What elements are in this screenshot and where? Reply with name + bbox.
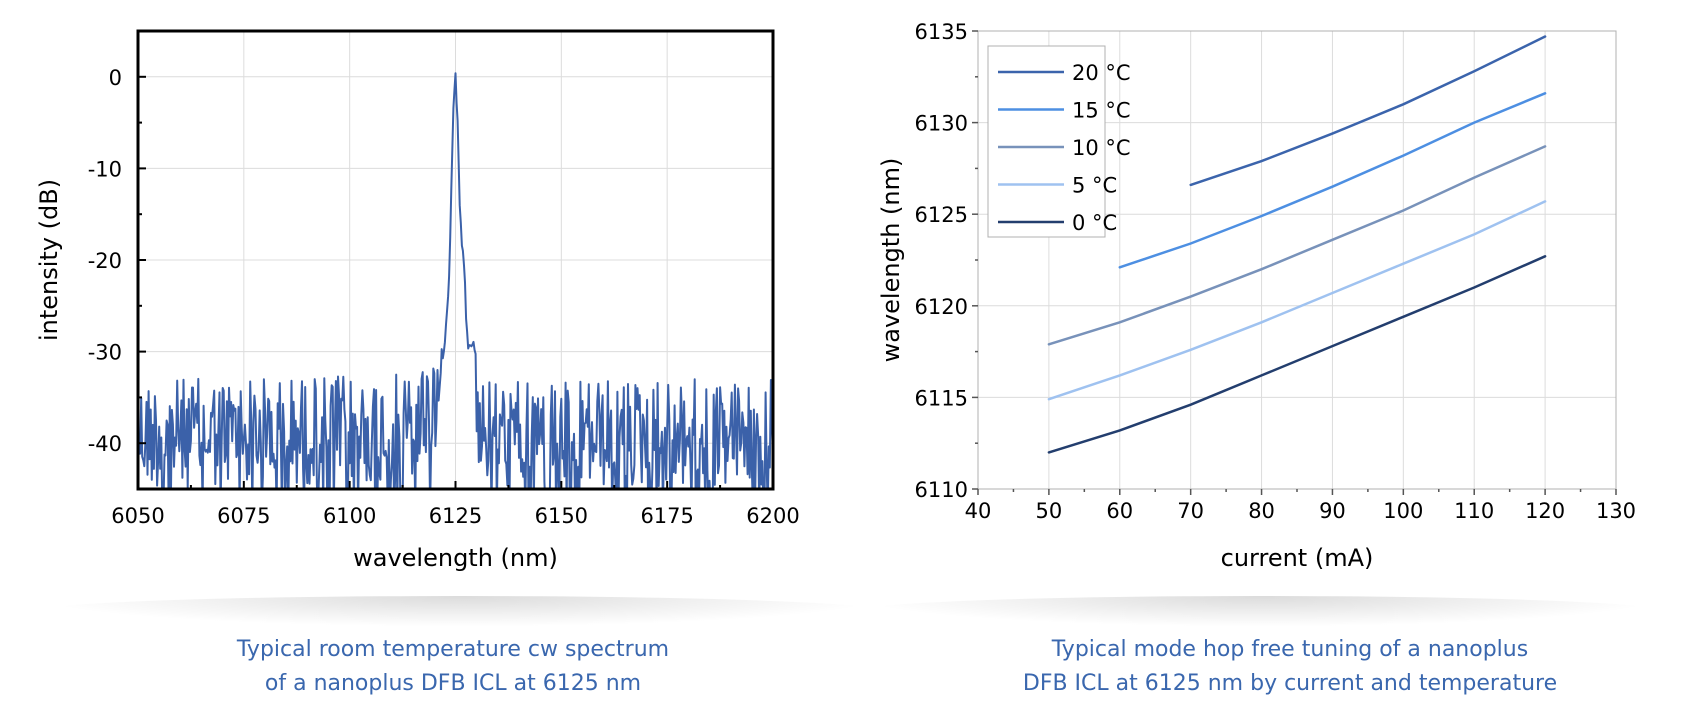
y-tick-label: -20: [88, 249, 122, 273]
left-caption: Typical room temperature cw spectrum of …: [153, 633, 753, 701]
x-tick-label: 6175: [640, 504, 693, 528]
right-shadow: [860, 596, 1660, 626]
legend-label-3: 10 °C: [1072, 136, 1131, 160]
x-tick-label: 70: [1177, 499, 1204, 523]
y-tick-label: -30: [88, 341, 122, 365]
legend-label-2: 15 °C: [1072, 99, 1131, 123]
y-tick-label: -40: [88, 432, 122, 456]
y-tick-label: 0: [109, 66, 122, 90]
x-tick-label: 90: [1319, 499, 1346, 523]
x-tick-label: 6125: [429, 504, 482, 528]
legend-label-5: 0 °C: [1072, 211, 1117, 235]
legend-box: [987, 45, 1106, 238]
x-tick-label: 130: [1596, 499, 1636, 523]
series-line-4: [1047, 200, 1547, 401]
series-line-3: [1047, 145, 1547, 346]
x-axis-label: current (mA): [1221, 544, 1374, 572]
y-tick-label: 6125: [915, 203, 968, 227]
x-tick-label: 110: [1454, 499, 1494, 523]
right-caption: Typical mode hop free tuning of a nanopl…: [980, 633, 1600, 701]
x-tick-label: 6150: [535, 504, 588, 528]
y-axis-label: intensity (dB): [35, 179, 63, 341]
x-tick-label: 6050: [111, 504, 164, 528]
y-axis-label: wavelength (nm): [877, 158, 905, 363]
series-line-2: [1118, 92, 1547, 269]
left-shadow: [40, 596, 880, 626]
x-tick-label: 100: [1383, 499, 1423, 523]
y-tick-label: 6130: [915, 112, 968, 136]
series-line-5: [1047, 255, 1547, 454]
x-tick-label: 6100: [323, 504, 376, 528]
legend-label-1: 20 °C: [1072, 61, 1131, 85]
y-tick-label: 6135: [915, 20, 968, 44]
y-tick-label: 6120: [915, 295, 968, 319]
x-tick-label: 40: [965, 499, 992, 523]
right-caption-line-2: DFB ICL at 6125 nm by current and temper…: [1022, 671, 1558, 696]
legend-label-4: 5 °C: [1072, 174, 1117, 198]
spectrum-line: [138, 72, 773, 489]
series-line-1: [1189, 35, 1547, 187]
x-axis-label: wavelength (nm): [353, 544, 558, 572]
x-tick-label: 60: [1106, 499, 1133, 523]
x-tick-label: 6075: [217, 504, 270, 528]
spectrum-chart: 6050 6075 6100 6125 6150 6175 6200 0 -10 -20 -30 -4…: [35, 29, 800, 572]
x-tick-label: 80: [1248, 499, 1275, 523]
left-caption-line-1: Typical room temperature cw spectrum: [236, 637, 670, 662]
x-tick-label: 6200: [746, 504, 799, 528]
y-tick-label: 6115: [915, 386, 968, 410]
x-tick-label: 120: [1525, 499, 1565, 523]
y-tick-label: -10: [88, 157, 122, 181]
right-caption-line-1: Typical mode hop free tuning of a nanopl…: [1051, 637, 1529, 662]
y-tick-label: 6110: [915, 478, 968, 502]
left-caption-line-2: of a nanoplus DFB ICL at 6125 nm: [264, 671, 642, 696]
plot-frame: [977, 30, 1617, 490]
x-tick-label: 50: [1036, 499, 1063, 523]
legend: 20 °C 15 °C 10 °C 5 °C 0 °C: [987, 45, 1131, 238]
